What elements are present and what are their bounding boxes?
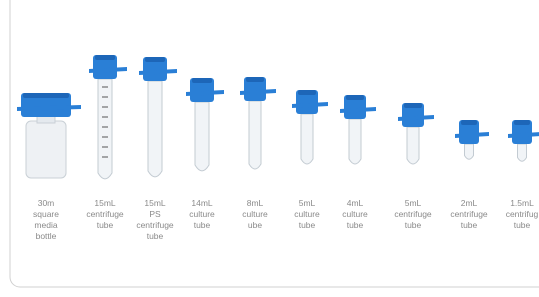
tube-body — [98, 79, 112, 179]
product-label: tube — [347, 220, 364, 230]
card-frame — [10, 0, 539, 287]
product-label: ube — [248, 220, 262, 230]
cap-top — [461, 120, 477, 125]
product-card: 30msquaremediabottle15mLcentrifugetube15… — [0, 0, 539, 297]
product-label: 4mL — [347, 198, 364, 208]
product-label: centrifuge — [86, 209, 124, 219]
product-label: square — [33, 209, 59, 219]
product-label: tube — [514, 220, 531, 230]
product-label: culture — [189, 209, 215, 219]
cap-top — [514, 120, 530, 125]
product-label: 1.5mL — [510, 198, 534, 208]
cap-top — [246, 77, 264, 82]
cap-top — [192, 78, 212, 83]
tube-body — [518, 144, 527, 161]
product-label: culture — [242, 209, 268, 219]
product-label: 15mL — [94, 198, 116, 208]
product-label: 5mL — [299, 198, 316, 208]
cap-top — [404, 103, 422, 108]
cap-top — [298, 90, 316, 95]
cap-top — [346, 95, 364, 100]
product-label: 8mL — [247, 198, 264, 208]
cap-top — [23, 93, 69, 98]
product-label: 14mL — [191, 198, 213, 208]
product-label: media — [34, 220, 57, 230]
product-label: tube — [405, 220, 422, 230]
product-label: PS — [149, 209, 161, 219]
product-label: centrifuge — [450, 209, 488, 219]
bottle-body — [26, 121, 66, 178]
cap-top — [95, 55, 115, 60]
tube-body — [249, 101, 261, 169]
tube-body — [301, 114, 313, 164]
product-label: 5mL — [405, 198, 422, 208]
cap-top — [145, 57, 165, 62]
product-label: centrifuge — [136, 220, 174, 230]
tube-body — [465, 144, 474, 159]
product-label: centrifuge — [394, 209, 432, 219]
tube-body — [195, 102, 209, 171]
product-label: culture — [342, 209, 368, 219]
product-label: culture — [294, 209, 320, 219]
product-label: tube — [97, 220, 114, 230]
tube-body — [148, 81, 162, 177]
product-label: tube — [299, 220, 316, 230]
product-label: tube — [147, 231, 164, 241]
tube-body — [349, 119, 361, 164]
product-label: centrifug — [506, 209, 539, 219]
product-label: tube — [194, 220, 211, 230]
product-label: 2mL — [461, 198, 478, 208]
product-label: 15mL — [144, 198, 166, 208]
product-label: 30m — [38, 198, 55, 208]
tube-body — [407, 127, 419, 164]
product-label: bottle — [36, 231, 57, 241]
product-label: tube — [461, 220, 478, 230]
